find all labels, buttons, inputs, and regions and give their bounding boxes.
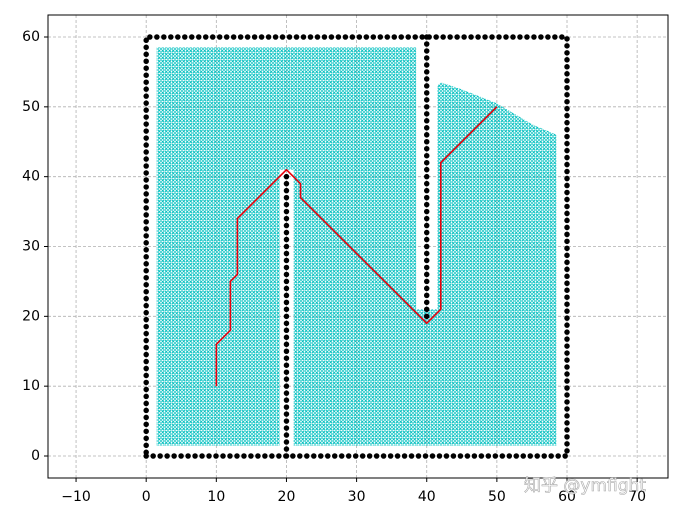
x-tick-label: 40 bbox=[418, 489, 436, 505]
x-tick-label: 50 bbox=[488, 489, 506, 505]
x-tick-label: −10 bbox=[61, 489, 91, 505]
y-tick-label: 30 bbox=[22, 239, 40, 255]
y-tick-label: 40 bbox=[22, 169, 40, 185]
y-tick-label: 10 bbox=[22, 378, 40, 394]
y-tick-label: 50 bbox=[22, 99, 40, 115]
planned-path bbox=[215, 106, 498, 387]
x-tick-label: 10 bbox=[207, 489, 225, 505]
obstacle bbox=[143, 34, 570, 459]
y-tick-label: 0 bbox=[31, 448, 40, 464]
y-tick-label: 60 bbox=[22, 29, 40, 45]
x-tick-label: 70 bbox=[628, 489, 646, 505]
x-tick-label: 20 bbox=[278, 489, 296, 505]
x-tick-label: 30 bbox=[348, 489, 366, 505]
plot-frame bbox=[47, 14, 669, 479]
x-tick-label: 60 bbox=[558, 489, 576, 505]
y-tick-label: 20 bbox=[22, 308, 40, 324]
watermark: 知乎 @ymfight bbox=[524, 476, 646, 496]
x-tick-label: 0 bbox=[142, 489, 151, 505]
